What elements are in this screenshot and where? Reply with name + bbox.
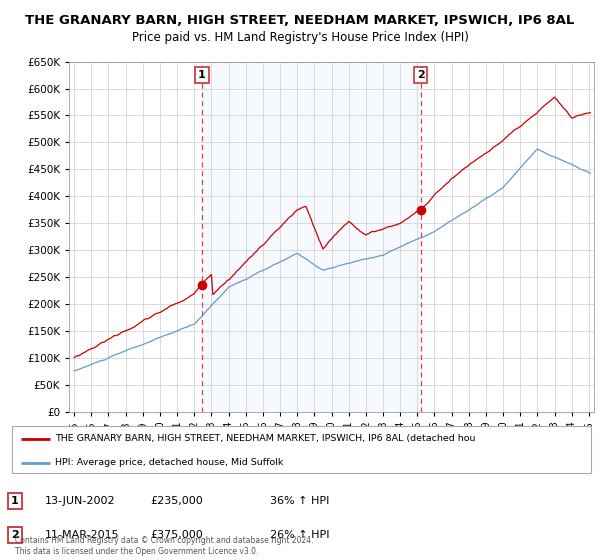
- Bar: [202, 62, 421, 412]
- Text: 13-JUN-2002: 13-JUN-2002: [45, 496, 116, 506]
- Text: £375,000: £375,000: [150, 530, 203, 540]
- Text: 26% ↑ HPI: 26% ↑ HPI: [270, 530, 329, 540]
- Text: 1: 1: [11, 496, 19, 506]
- Text: THE GRANARY BARN, HIGH STREET, NEEDHAM MARKET, IPSWICH, IP6 8AL: THE GRANARY BARN, HIGH STREET, NEEDHAM M…: [25, 14, 575, 27]
- Text: Contains HM Land Registry data © Crown copyright and database right 2024.
This d: Contains HM Land Registry data © Crown c…: [15, 536, 314, 556]
- Text: £235,000: £235,000: [150, 496, 203, 506]
- Text: HPI: Average price, detached house, Mid Suffolk: HPI: Average price, detached house, Mid …: [55, 458, 284, 467]
- Text: 2: 2: [416, 70, 424, 80]
- Text: 2: 2: [11, 530, 19, 540]
- Text: 1: 1: [198, 70, 206, 80]
- Text: THE GRANARY BARN, HIGH STREET, NEEDHAM MARKET, IPSWICH, IP6 8AL (detached hou: THE GRANARY BARN, HIGH STREET, NEEDHAM M…: [55, 435, 476, 444]
- Text: 11-MAR-2015: 11-MAR-2015: [45, 530, 119, 540]
- Text: 36% ↑ HPI: 36% ↑ HPI: [270, 496, 329, 506]
- Text: Price paid vs. HM Land Registry's House Price Index (HPI): Price paid vs. HM Land Registry's House …: [131, 31, 469, 44]
